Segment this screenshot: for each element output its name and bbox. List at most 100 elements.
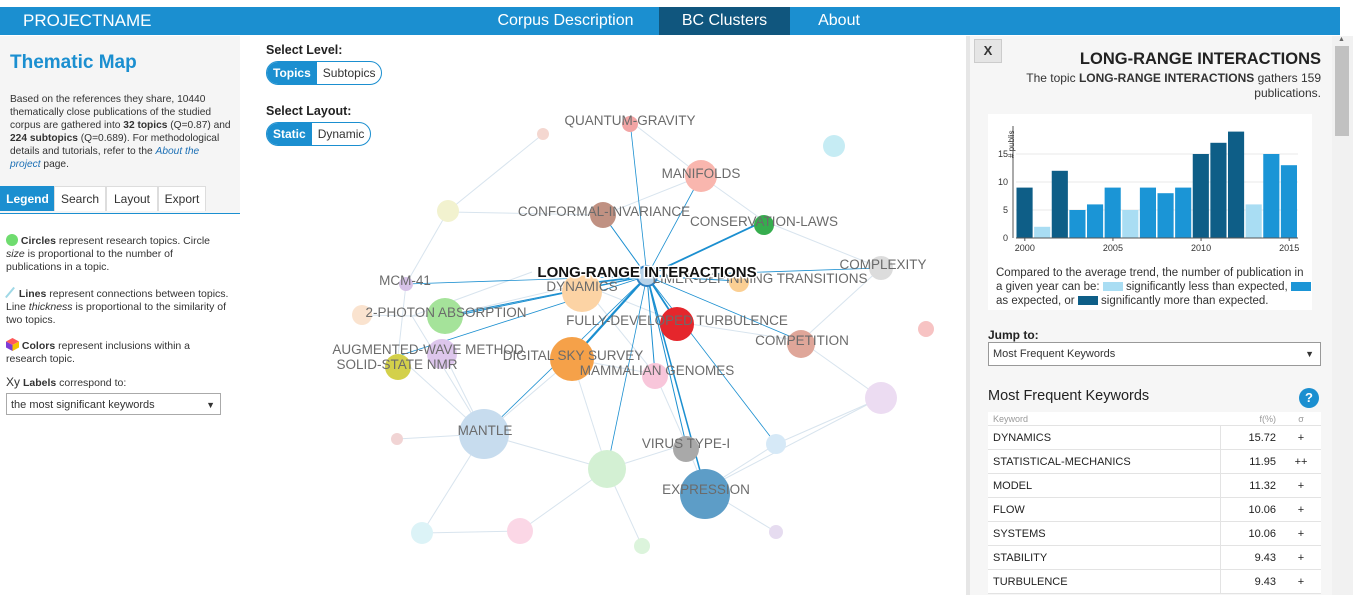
col-sigma[interactable]: σ <box>1281 412 1321 426</box>
node-quantum-gravity[interactable] <box>622 116 638 132</box>
layout-toggle: Static Dynamic <box>266 122 372 146</box>
bar-chart: 0 5 10 15 # publis 2000 2005 2010 2015 <box>998 126 1299 253</box>
label-digital-sky-survey: DIGITAL SKY SURVEY <box>503 348 644 363</box>
col-frequency[interactable]: f(%) <box>1220 412 1281 426</box>
layout-dynamic-button[interactable]: Dynamic <box>317 127 365 141</box>
node-solid-state-nmr[interactable] <box>385 354 411 380</box>
color-cube-icon <box>6 338 19 351</box>
node-transitions[interactable] <box>729 272 749 292</box>
chart-bar[interactable] <box>1139 187 1156 238</box>
y-tick-label: 0 <box>1003 233 1008 243</box>
node-manifolds[interactable] <box>685 160 717 192</box>
chart-bar[interactable] <box>1087 204 1104 238</box>
chart-bar[interactable] <box>1175 187 1192 238</box>
chart-bar[interactable] <box>1069 210 1086 238</box>
node-faint[interactable] <box>537 128 549 140</box>
node-faint[interactable] <box>865 382 897 414</box>
node-dynamics[interactable] <box>562 272 602 312</box>
chart-bar[interactable] <box>1210 142 1227 238</box>
label-conformal-invariance: CONFORMAL-INVARIANCE <box>518 204 690 219</box>
table-row: MODEL 11.32 + <box>988 473 1321 498</box>
chart-bar[interactable] <box>1263 154 1280 238</box>
scrollbar-thumb[interactable] <box>1335 46 1349 136</box>
tab-search[interactable]: Search <box>54 186 106 211</box>
node-faint[interactable] <box>507 518 533 544</box>
close-button[interactable]: X <box>974 39 1002 63</box>
node-mammalian-genomes[interactable] <box>642 363 668 389</box>
nav-corpus-description[interactable]: Corpus Description <box>497 12 634 29</box>
keywords-title: Most Frequent Keywords <box>988 388 1150 404</box>
tab-layout[interactable]: Layout <box>106 186 158 211</box>
label-quantum-gravity: QUANTUM-GRAVITY <box>565 113 696 128</box>
chart-bar[interactable] <box>1016 187 1033 238</box>
table-row: FLOW 10.06 + <box>988 497 1321 522</box>
node-faint[interactable] <box>437 200 459 222</box>
node-faint[interactable] <box>411 522 433 544</box>
nav-bc-clusters[interactable]: BC Clusters <box>659 7 790 35</box>
chart-bar[interactable] <box>1104 187 1121 238</box>
level-topics-button[interactable]: Topics <box>267 62 317 84</box>
label-expression: EXPRESSION <box>662 482 750 497</box>
less-swatch <box>1102 282 1123 291</box>
node-mcm-41[interactable] <box>399 277 413 291</box>
label-selected-topic: LONG-RANGE INTERACTIONS <box>537 264 756 281</box>
legend-panel: Circles represent research topics. Circl… <box>0 214 240 431</box>
dropdown-arrow-icon: ▼ <box>206 400 215 410</box>
page-title: Thematic Map <box>10 52 137 73</box>
help-icon[interactable]: ? <box>1299 388 1319 408</box>
legend-circles: Circles represent research topics. Circl… <box>6 234 211 273</box>
select-level-label: Select Level: <box>266 43 343 57</box>
node-expression[interactable] <box>680 469 730 519</box>
col-keyword[interactable]: Keyword <box>988 412 1221 426</box>
node-complexity[interactable] <box>869 256 893 280</box>
tab-legend[interactable]: Legend <box>0 186 55 211</box>
node-faint[interactable] <box>766 434 786 454</box>
legend-lines: Lines represent connections between topi… <box>5 286 229 326</box>
node-faint[interactable] <box>918 321 934 337</box>
jump-to-label: Jump to: <box>988 328 1039 342</box>
node-turbulence[interactable] <box>660 307 694 341</box>
topic-title: LONG-RANGE INTERACTIONS <box>1079 50 1321 68</box>
chart-bar[interactable] <box>1122 210 1139 238</box>
node-2-photon-absorption[interactable] <box>427 298 463 334</box>
table-row: TURBULENCE 9.43 + <box>988 569 1321 594</box>
about-project-link[interactable]: About the project <box>10 146 200 170</box>
jump-to-select[interactable]: Most Frequent Keywords ▼ <box>988 342 1321 366</box>
node-long-range-interactions[interactable] <box>636 265 658 287</box>
label-mantle: MANTLE <box>458 423 513 438</box>
thematic-map[interactable]: QUANTUM-GRAVITY MANIFOLDS CONFORMAL-INVA… <box>240 36 966 595</box>
x-tick-label: 2005 <box>1103 243 1123 253</box>
label-complexity: COMPLEXITY <box>839 257 926 272</box>
node-faint[interactable] <box>823 135 845 157</box>
node-competition[interactable] <box>787 330 815 358</box>
tab-export[interactable]: Export <box>158 186 206 211</box>
node-faint[interactable] <box>634 538 650 554</box>
labels-select[interactable]: the most significant keywords ▼ <box>6 393 221 415</box>
table-row: DYNAMICS 15.72 + <box>988 425 1321 450</box>
node-mantle[interactable] <box>459 409 509 459</box>
node-faint[interactable] <box>769 525 783 539</box>
scrollbar[interactable]: ▲ <box>1332 36 1353 595</box>
node-conformal-invariance[interactable] <box>590 202 616 228</box>
chart-bar[interactable] <box>1034 226 1051 238</box>
node-augmented-wave[interactable] <box>427 339 457 369</box>
label-dynamics: DYNAMICS <box>546 279 617 294</box>
nav-about[interactable]: About <box>818 12 860 29</box>
left-tabs: Legend Search Layout Export <box>0 186 240 214</box>
node-conservation-laws[interactable] <box>754 215 774 235</box>
chart-bar[interactable] <box>1192 154 1209 238</box>
node-faint[interactable] <box>588 450 626 488</box>
node-virus-type-i[interactable] <box>673 436 699 462</box>
chart-bar[interactable] <box>1280 165 1297 238</box>
chart-bar[interactable] <box>1228 131 1245 238</box>
level-subtopics-button[interactable]: Subtopics <box>322 66 376 80</box>
chart-bar[interactable] <box>1245 204 1262 238</box>
layout-static-button[interactable]: Static <box>267 123 312 145</box>
node-faint[interactable] <box>391 433 403 445</box>
node-faint[interactable] <box>352 305 372 325</box>
scroll-up-icon[interactable]: ▲ <box>1338 36 1345 43</box>
chart-bar[interactable] <box>1051 170 1068 238</box>
chart-bar[interactable] <box>1157 193 1174 238</box>
brand-logo[interactable]: PROJECTNAME <box>23 11 152 30</box>
node-digital-sky-survey[interactable] <box>550 337 594 381</box>
